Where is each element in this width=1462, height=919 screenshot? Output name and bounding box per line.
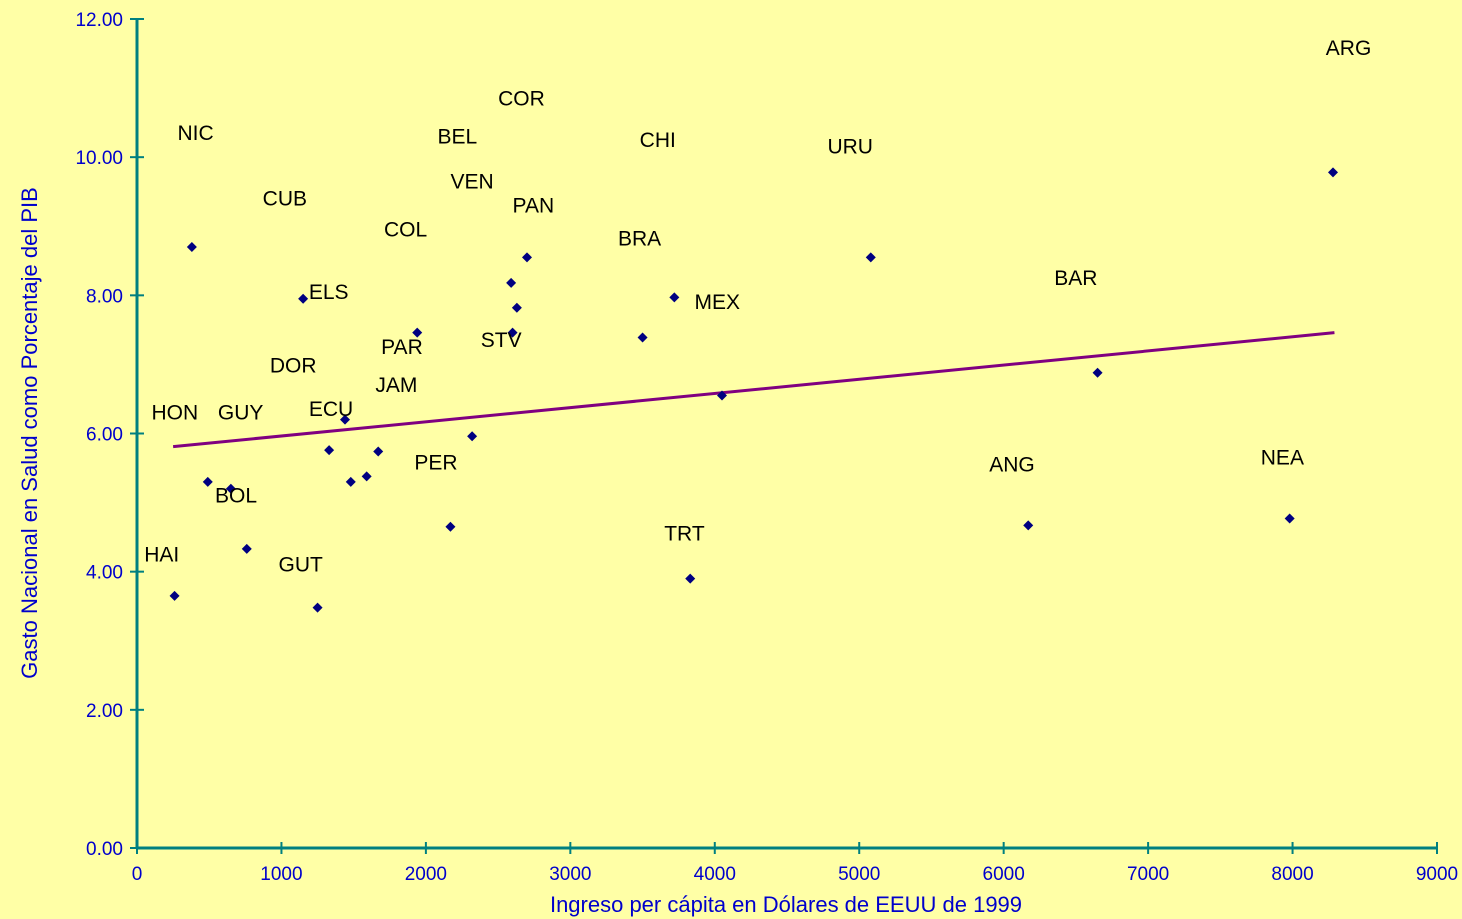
point-label: COR bbox=[498, 87, 545, 110]
data-point bbox=[241, 543, 252, 554]
point-label: BEL bbox=[437, 125, 477, 148]
data-point bbox=[202, 476, 213, 487]
x-tick-label: 9000 bbox=[1416, 864, 1458, 885]
point-label: ELS bbox=[309, 281, 349, 304]
data-point bbox=[669, 292, 680, 303]
trendline-layer bbox=[172, 331, 1335, 449]
point-label: NIC bbox=[177, 122, 213, 145]
data-point bbox=[467, 431, 478, 442]
point-label: URU bbox=[827, 136, 873, 159]
data-point bbox=[324, 445, 335, 456]
data-point bbox=[312, 602, 323, 613]
data-point bbox=[298, 293, 309, 304]
point-label: HAI bbox=[144, 543, 179, 566]
point-label: VEN bbox=[450, 170, 493, 193]
x-tick-label: 1000 bbox=[260, 864, 302, 885]
trendline bbox=[172, 331, 1335, 449]
x-tick-label: 2000 bbox=[405, 864, 447, 885]
data-point bbox=[186, 241, 197, 252]
data-point bbox=[1023, 520, 1034, 531]
y-tick-label: 6.00 bbox=[86, 425, 123, 446]
point-label: ANG bbox=[989, 453, 1035, 476]
point-label: TRT bbox=[664, 523, 705, 546]
point-label: ARG bbox=[1326, 37, 1372, 60]
data-point bbox=[361, 471, 372, 482]
y-axis-title: Gasto Nacional en Salud como Porcentaje … bbox=[17, 187, 42, 679]
x-tick-label: 7000 bbox=[1127, 864, 1169, 885]
point-label: PER bbox=[414, 451, 457, 474]
y-tick-label: 8.00 bbox=[86, 286, 123, 307]
data-point bbox=[169, 590, 180, 601]
y-tick-label: 10.00 bbox=[75, 148, 123, 169]
point-label: GUT bbox=[279, 554, 324, 577]
x-axis-title: Ingreso per cápita en Dólares de EEUU de… bbox=[550, 892, 1022, 917]
y-tick-label: 12.00 bbox=[75, 10, 123, 31]
points-layer bbox=[169, 167, 1338, 613]
axes-layer: 0 1000 2000 3000 4000 5000 6000 7000 8000 9000 0.0… bbox=[75, 10, 1458, 885]
data-point bbox=[685, 573, 696, 584]
data-point bbox=[717, 390, 727, 401]
data-point bbox=[345, 476, 356, 487]
point-label: PAN bbox=[513, 194, 555, 217]
point-label: PAR bbox=[381, 336, 423, 359]
data-point bbox=[1328, 167, 1338, 178]
point-label: BOL bbox=[215, 485, 257, 508]
data-point bbox=[340, 414, 350, 425]
x-tick-label: 8000 bbox=[1271, 864, 1313, 885]
x-tick-label: 5000 bbox=[838, 864, 880, 885]
y-tick-label: 4.00 bbox=[86, 563, 123, 584]
data-point bbox=[511, 302, 522, 313]
data-point bbox=[373, 446, 384, 457]
point-label: COL bbox=[384, 219, 427, 242]
x-tick-label: 6000 bbox=[983, 864, 1025, 885]
data-point bbox=[1284, 513, 1295, 524]
point-label: JAM bbox=[375, 374, 417, 397]
x-tick-label: 0 bbox=[132, 864, 143, 885]
x-tick-label: 4000 bbox=[694, 864, 736, 885]
point-label: BAR bbox=[1054, 267, 1097, 290]
point-label: ECU bbox=[309, 398, 353, 421]
point-label: NEA bbox=[1261, 447, 1304, 470]
data-point bbox=[637, 332, 648, 343]
data-point bbox=[506, 277, 517, 288]
point-label: CHI bbox=[640, 129, 676, 152]
data-point bbox=[225, 483, 236, 494]
point-labels-layer: ARG COR NIC BEL CHI URU VEN CUB PAN COL BRA BAR ELS M… bbox=[144, 37, 1371, 577]
data-point bbox=[445, 521, 456, 532]
point-label: CUB bbox=[263, 188, 307, 211]
data-point bbox=[1092, 367, 1103, 378]
data-point bbox=[507, 327, 518, 338]
point-label: HON bbox=[151, 402, 198, 425]
point-label: DOR bbox=[270, 355, 317, 378]
point-label: BRA bbox=[618, 228, 661, 251]
point-label: GUY bbox=[218, 402, 264, 425]
y-tick-label: 0.00 bbox=[86, 839, 123, 860]
point-label: MEX bbox=[695, 291, 741, 314]
data-point bbox=[522, 252, 532, 263]
data-point bbox=[412, 327, 423, 338]
data-point bbox=[865, 252, 876, 263]
y-tick-label: 2.00 bbox=[86, 701, 123, 722]
x-tick-label: 3000 bbox=[549, 864, 591, 885]
point-label: STV bbox=[481, 329, 522, 352]
